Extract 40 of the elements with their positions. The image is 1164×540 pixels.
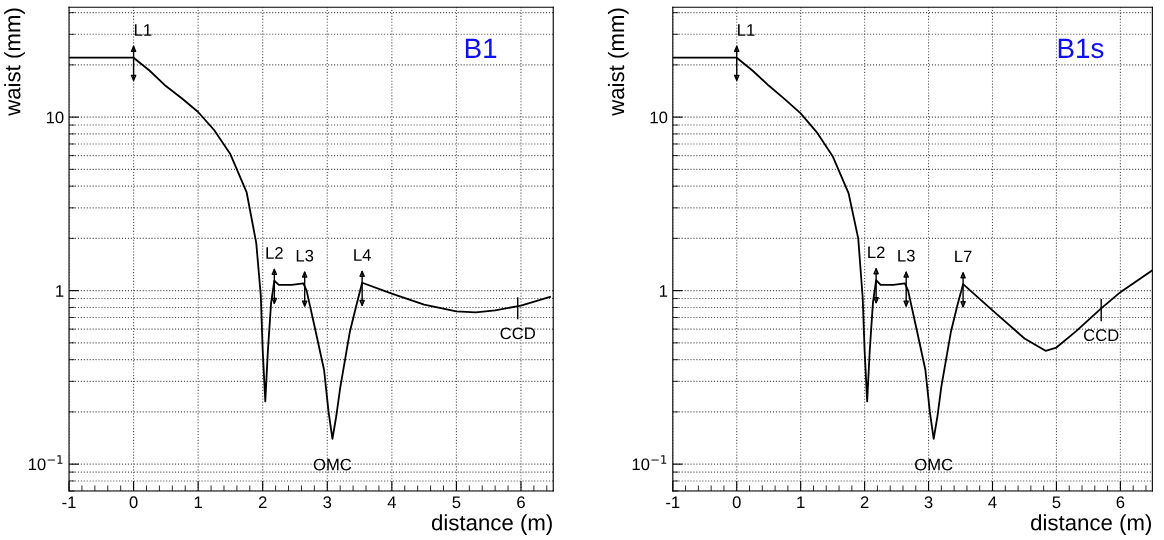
annotation: L4 bbox=[354, 249, 371, 261]
x-tick-label: -1 bbox=[62, 496, 76, 508]
x-tick-label: 3 bbox=[924, 496, 933, 509]
annotation: CCD bbox=[1084, 329, 1119, 342]
x-axis-title: distance (m) bbox=[431, 514, 552, 535]
annotation: L2 bbox=[868, 246, 885, 259]
x-tick-label: 0 bbox=[129, 496, 138, 509]
text: B1s bbox=[1058, 38, 1104, 59]
annotation: L3 bbox=[296, 249, 314, 262]
y-tick-label: 1 bbox=[659, 285, 668, 297]
annotation: L3 bbox=[898, 249, 915, 262]
x-tick-label: 2 bbox=[258, 496, 267, 508]
annotation: L1 bbox=[134, 24, 152, 36]
annotation: OMC bbox=[313, 458, 352, 471]
x-tick-label: 4 bbox=[387, 496, 396, 508]
y-tick-label: 1 bbox=[56, 285, 64, 297]
text: B1 bbox=[465, 38, 497, 58]
annotation: L7 bbox=[955, 250, 972, 263]
y-tick-label: 10 bbox=[46, 111, 64, 124]
y-axis-title: waist (mm) bbox=[607, 8, 629, 116]
x-tick-label: 3 bbox=[323, 496, 332, 509]
x-tick-label: 4 bbox=[988, 496, 997, 508]
y-tick-label: 10 bbox=[650, 111, 668, 124]
annotation: L1 bbox=[738, 24, 755, 36]
x-tick-label: 1 bbox=[797, 496, 805, 508]
annotation: CCD bbox=[500, 327, 535, 340]
x-tick-label: 5 bbox=[1052, 496, 1061, 509]
annotation: OMC bbox=[915, 458, 953, 471]
annotation: L2 bbox=[266, 247, 283, 259]
x-tick-label: 5 bbox=[452, 496, 461, 509]
y-axis-title: waist (mm) bbox=[4, 8, 25, 116]
y-tick-label: 10$^{−1}$ bbox=[28, 455, 63, 471]
x-tick-label: 2 bbox=[860, 496, 869, 508]
y-tick-label: 10$^{−1}$ bbox=[632, 455, 667, 471]
x-tick-label: 1 bbox=[194, 496, 202, 508]
x-axis-title: distance (m) bbox=[1031, 514, 1151, 535]
x-tick-label: -1 bbox=[666, 496, 680, 508]
x-tick-label: 0 bbox=[732, 496, 741, 509]
x-tick-label: 6 bbox=[1116, 496, 1125, 509]
x-tick-label: 6 bbox=[517, 496, 525, 509]
